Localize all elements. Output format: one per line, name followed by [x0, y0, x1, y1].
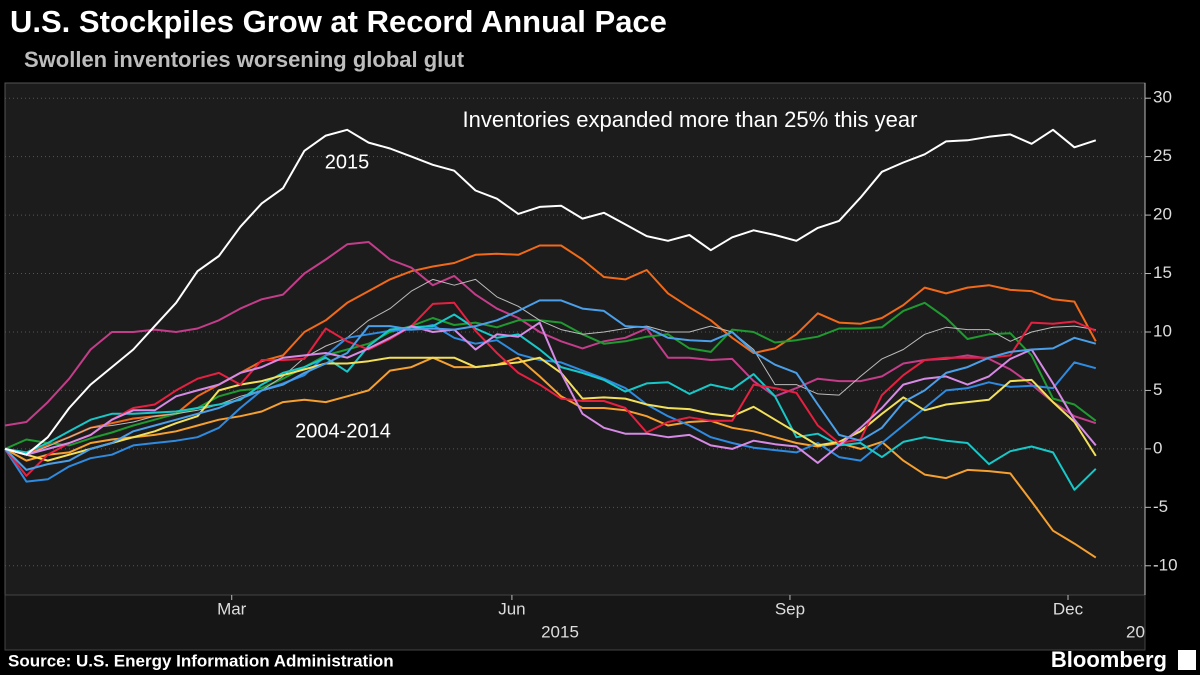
- series-line: [4, 128, 1097, 456]
- annotation: 2015: [325, 151, 370, 173]
- x-year-label: 2015: [541, 622, 579, 641]
- edge-mask: [1146, 600, 1200, 648]
- series-line: [4, 313, 1097, 491]
- series-line: [4, 299, 1097, 471]
- x-axis-band: [4, 594, 1146, 651]
- series-line: [4, 278, 1096, 456]
- annotation: Inventories expanded more than 25% this …: [463, 107, 918, 132]
- y-tick-label: 25: [1153, 146, 1172, 165]
- y-tick-label: 15: [1153, 263, 1172, 282]
- plot-area: [4, 82, 1146, 596]
- series-line: [4, 241, 1097, 427]
- series-line: [4, 356, 1097, 462]
- x-tick-label: Dec: [1053, 599, 1084, 618]
- chart-title: U.S. Stockpiles Grow at Record Annual Pa…: [10, 4, 667, 39]
- y-tick-label: 10: [1153, 321, 1172, 340]
- chart-subtitle: Swollen inventories worsening global glu…: [24, 47, 465, 72]
- y-tick-label: 0: [1153, 438, 1162, 457]
- x-tick-label: Sep: [775, 599, 805, 618]
- series-line: [4, 301, 1097, 450]
- annotation: 2004-2014: [295, 420, 391, 442]
- y-tick-label: 5: [1153, 380, 1162, 399]
- x-tick-label: Jun: [498, 599, 525, 618]
- brand: Bloomberg: [1051, 647, 1167, 672]
- x-tick-label: Mar: [217, 599, 247, 618]
- y-tick-label: 20: [1153, 205, 1172, 224]
- series-line: [4, 301, 1097, 477]
- series-line: [4, 356, 1097, 559]
- y-tick-label: -10: [1153, 555, 1178, 574]
- series-line: [4, 321, 1097, 464]
- series-line: [4, 244, 1097, 456]
- brand-logo: [1178, 650, 1196, 670]
- series-line: [4, 324, 1097, 483]
- y-tick-label: 30: [1153, 88, 1172, 107]
- y-tick-label: -5: [1153, 497, 1168, 516]
- source: Source: U.S. Energy Information Administ…: [8, 651, 394, 670]
